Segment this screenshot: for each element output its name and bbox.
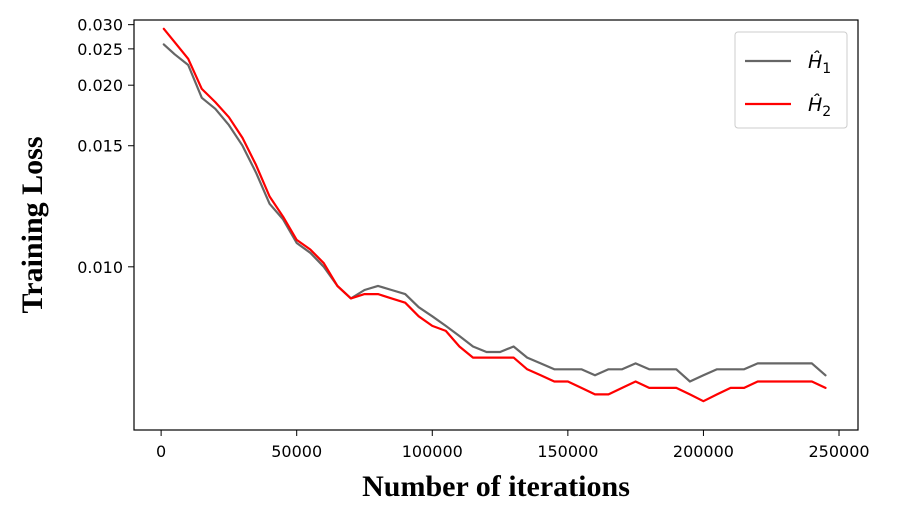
series-layer: [162, 27, 827, 403]
x-tick-label: 100000: [402, 442, 463, 461]
legend-label-h2: Ĥ2: [808, 93, 831, 120]
x-tick-label: 250000: [808, 442, 869, 461]
legend-sub-h2: 2: [822, 104, 831, 120]
y-tick-label: 0.020: [77, 76, 123, 95]
x-axis: 0 50000 100000 150000 200000 250000: [156, 430, 870, 461]
legend-label-h1: Ĥ1: [808, 50, 831, 77]
x-tick-label: 200000: [673, 442, 734, 461]
legend-main-h1: Ĥ: [808, 50, 822, 73]
legend-main-h2: Ĥ: [808, 93, 822, 116]
y-tick-label: 0.030: [77, 16, 123, 35]
series-line-h2: [162, 27, 827, 403]
plot-frame: [133, 19, 859, 431]
y-tick-label: 0.010: [77, 258, 123, 277]
legend-sub-h1: 1: [822, 61, 831, 77]
y-tick-label: 0.025: [77, 40, 123, 59]
legend: Ĥ1 Ĥ2: [734, 31, 848, 129]
y-axis-title: Training Loss: [16, 137, 49, 314]
series-line-h1: [162, 43, 827, 383]
y-axis: 0.010 0.015 0.020 0.025 0.030: [77, 16, 134, 277]
x-axis-title: Number of iterations: [362, 470, 630, 503]
x-tick-label: 0: [156, 442, 166, 461]
x-tick-label: 150000: [537, 442, 598, 461]
y-tick-label: 0.015: [77, 137, 123, 156]
x-tick-label: 50000: [271, 442, 322, 461]
